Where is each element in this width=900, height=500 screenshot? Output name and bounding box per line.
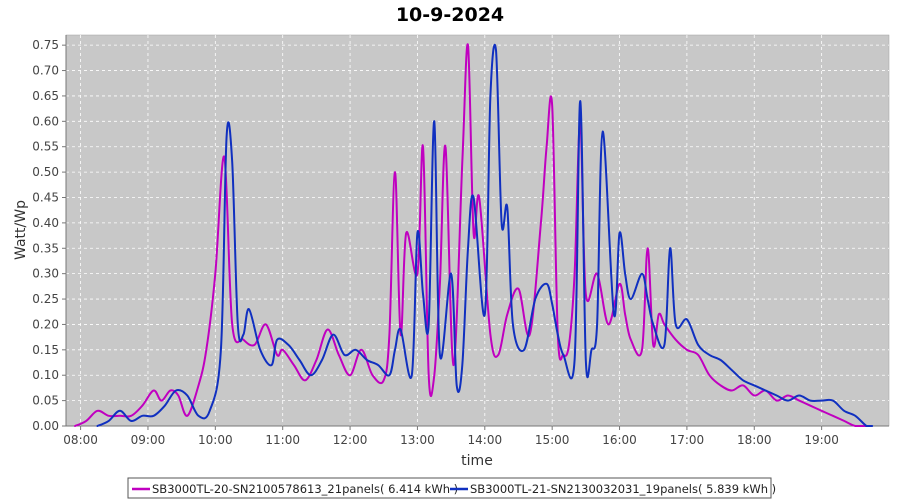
x-tick-label: 17:00 [670, 433, 705, 447]
x-tick-label: 10:00 [198, 433, 233, 447]
x-tick-label: 09:00 [131, 433, 166, 447]
series-line-1 [96, 43, 874, 427]
x-axis-title: time [461, 453, 493, 469]
legend-label-1: SB3000TL-21-SN2130032031_19panels( 5.839… [470, 482, 776, 496]
y-axis-title: Watt/Wp [13, 200, 29, 260]
x-tick-label: 15:00 [535, 433, 570, 447]
y-tick-label: 0.00 [32, 419, 59, 433]
y-tick-label: 0.10 [32, 368, 59, 382]
y-tick-label: 0.45 [32, 190, 59, 204]
y-tick-label: 0.20 [32, 317, 59, 331]
y-tick-label: 0.40 [32, 216, 59, 230]
legend: SB3000TL-20-SN2100578613_21panels( 6.414… [127, 477, 776, 499]
y-tick-label: 0.15 [32, 343, 59, 357]
y-axis: 0.00 0.05 0.10 0.15 0.20 0.25 0.30 0.35 0.40 0.45… [32, 35, 67, 433]
y-tick-label: 0.60 [32, 114, 59, 128]
x-tick-label: 14:00 [468, 433, 503, 447]
x-tick-label: 16:00 [602, 433, 637, 447]
y-tick-label: 0.55 [32, 140, 59, 154]
x-tick-label: 18:00 [737, 433, 772, 447]
y-tick-label: 0.30 [32, 267, 59, 281]
series-line-0 [74, 43, 868, 427]
y-tick-label: 0.50 [32, 165, 59, 179]
chart-title: 10-9-2024 [396, 4, 504, 26]
x-tick-label: 08:00 [63, 433, 98, 447]
legend-box [127, 477, 772, 499]
y-tick-label: 0.65 [32, 89, 59, 103]
y-tick-label: 0.25 [32, 292, 59, 306]
x-tick-label: 19:00 [804, 433, 839, 447]
x-axis: 08:00 09:00 10:00 11:00 12:00 13:00 14:00 15:00… [63, 425, 889, 447]
series-layer [74, 43, 874, 427]
legend-label-0: SB3000TL-20-SN2100578613_21panels( 6.414… [152, 482, 458, 496]
x-tick-label: 11:00 [265, 433, 300, 447]
y-tick-label: 0.70 [32, 64, 59, 78]
y-tick-label: 0.05 [32, 394, 59, 408]
x-tick-label: 13:00 [400, 433, 435, 447]
x-tick-label: 12:00 [333, 433, 368, 447]
y-tick-label: 0.35 [32, 241, 59, 255]
y-tick-label: 0.75 [32, 38, 59, 52]
